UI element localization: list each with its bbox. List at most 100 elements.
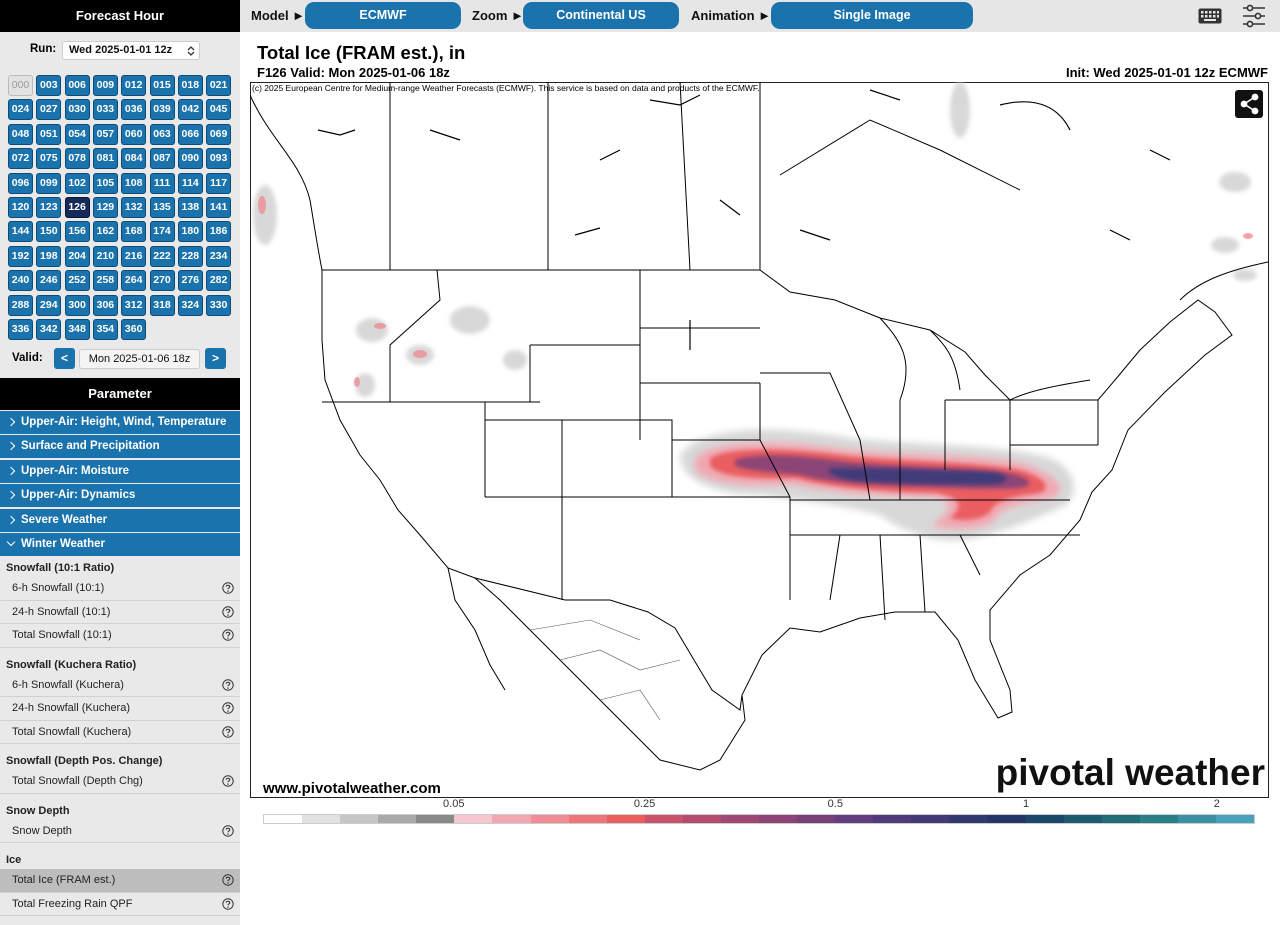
hour-button[interactable]: 042: [177, 99, 203, 121]
hour-button[interactable]: 105: [92, 172, 118, 194]
hour-button[interactable]: 174: [149, 221, 175, 243]
keyboard-icon[interactable]: [1198, 8, 1222, 24]
hour-button[interactable]: 075: [36, 148, 62, 170]
hour-button[interactable]: 099: [36, 172, 62, 194]
parameter-item[interactable]: Total Ice (FRAM est.): [0, 869, 240, 893]
hour-button[interactable]: 051: [36, 123, 62, 145]
hour-button[interactable]: 009: [92, 75, 118, 96]
hour-button[interactable]: 057: [92, 123, 118, 145]
hour-button[interactable]: 216: [121, 245, 147, 267]
hour-button[interactable]: 066: [177, 123, 203, 145]
valid-prev-button[interactable]: <: [54, 348, 75, 369]
hour-button[interactable]: 228: [177, 245, 203, 267]
valid-next-button[interactable]: >: [205, 348, 226, 369]
model-button[interactable]: ECMWF: [305, 2, 461, 29]
hour-button[interactable]: 129: [92, 197, 118, 218]
hour-button[interactable]: 132: [121, 197, 147, 218]
hour-button[interactable]: 258: [92, 270, 118, 292]
hour-button[interactable]: 348: [64, 319, 90, 340]
hour-button[interactable]: 180: [177, 221, 203, 243]
zoom-button[interactable]: Continental US: [523, 2, 679, 29]
hour-button[interactable]: 078: [64, 148, 90, 170]
hour-button[interactable]: 093: [206, 148, 232, 170]
category-header[interactable]: Upper-Air: Moisture: [0, 459, 240, 483]
hour-button[interactable]: 192: [8, 245, 33, 267]
settings-icon[interactable]: [1242, 4, 1266, 28]
category-header[interactable]: Upper-Air: Height, Wind, Temperature: [0, 411, 240, 434]
hour-button[interactable]: 222: [149, 245, 175, 267]
hour-button[interactable]: 087: [149, 148, 175, 170]
hour-button[interactable]: 048: [8, 123, 33, 145]
parameter-item[interactable]: Total Snowfall (Kuchera): [0, 721, 240, 744]
hour-button[interactable]: 117: [206, 172, 232, 194]
hour-button[interactable]: 270: [149, 270, 175, 292]
hour-button[interactable]: 012: [121, 75, 147, 96]
hour-button[interactable]: 330: [206, 294, 232, 316]
hour-button[interactable]: 324: [177, 294, 203, 316]
hour-button[interactable]: 264: [121, 270, 147, 292]
hour-button[interactable]: 282: [206, 270, 232, 292]
category-header[interactable]: Surface and Precipitation: [0, 435, 240, 459]
hour-button[interactable]: 186: [206, 221, 232, 243]
hour-button[interactable]: 030: [64, 99, 90, 121]
hour-button[interactable]: 027: [36, 99, 62, 121]
hour-button[interactable]: 063: [149, 123, 175, 145]
hour-button[interactable]: 081: [92, 148, 118, 170]
help-icon[interactable]: [222, 897, 234, 910]
hour-button[interactable]: 123: [36, 197, 62, 218]
category-header[interactable]: Severe Weather: [0, 508, 240, 532]
parameter-item[interactable]: 6-h Snowfall (Kuchera): [0, 674, 240, 697]
parameter-item[interactable]: 24-h Snowfall (Kuchera): [0, 697, 240, 721]
hour-button[interactable]: 198: [36, 245, 62, 267]
share-button[interactable]: [1235, 90, 1263, 118]
parameter-item[interactable]: Total Snowfall (Depth Chg): [0, 770, 240, 794]
hour-button[interactable]: 204: [64, 245, 90, 267]
hour-button[interactable]: 240: [8, 270, 33, 292]
hour-button[interactable]: 015: [149, 75, 175, 96]
hour-button[interactable]: 003: [36, 75, 62, 96]
hour-button[interactable]: 054: [64, 123, 90, 145]
hour-button[interactable]: 102: [64, 172, 90, 194]
hour-button[interactable]: 294: [36, 294, 62, 316]
hour-button[interactable]: 318: [149, 294, 175, 316]
hour-button[interactable]: 342: [36, 319, 62, 340]
hour-button[interactable]: 060: [121, 123, 147, 145]
hour-button[interactable]: 111: [149, 172, 175, 194]
help-icon[interactable]: [222, 678, 234, 691]
help-icon[interactable]: [222, 582, 234, 594]
hour-button[interactable]: 069: [206, 123, 232, 145]
hour-button[interactable]: 252: [64, 270, 90, 292]
hour-button[interactable]: 156: [64, 221, 90, 243]
hour-button[interactable]: 120: [8, 197, 33, 218]
hour-button[interactable]: 114: [177, 172, 203, 194]
hour-button[interactable]: 108: [121, 172, 147, 194]
help-icon[interactable]: [222, 725, 234, 738]
hour-button[interactable]: 306: [92, 294, 118, 316]
hour-button[interactable]: 276: [177, 270, 203, 292]
hour-button[interactable]: 210: [92, 245, 118, 267]
hour-button[interactable]: 045: [206, 99, 232, 121]
parameter-item[interactable]: Snow Depth: [0, 820, 240, 843]
hour-button[interactable]: 288: [8, 294, 33, 316]
category-header[interactable]: Upper-Air: Dynamics: [0, 484, 240, 508]
hour-button[interactable]: 135: [149, 197, 175, 218]
hour-button[interactable]: 090: [177, 148, 203, 170]
hour-button[interactable]: 006: [64, 75, 90, 96]
help-icon[interactable]: [222, 605, 234, 618]
hour-button[interactable]: 096: [8, 172, 33, 194]
hour-button[interactable]: 234: [206, 245, 232, 267]
hour-button[interactable]: 039: [149, 99, 175, 121]
hour-button[interactable]: 162: [92, 221, 118, 243]
help-icon[interactable]: [222, 874, 234, 886]
hour-button[interactable]: 033: [92, 99, 118, 121]
hour-button[interactable]: 354: [92, 319, 118, 340]
help-icon[interactable]: [222, 824, 234, 837]
help-icon[interactable]: [222, 775, 234, 787]
hour-button[interactable]: 126: [64, 197, 90, 218]
category-header[interactable]: Winter Weather: [0, 533, 240, 556]
hour-button[interactable]: 168: [121, 221, 147, 243]
parameter-item[interactable]: 24-h Snowfall (10:1): [0, 601, 240, 624]
hour-button[interactable]: 000: [8, 75, 33, 96]
hour-button[interactable]: 084: [121, 148, 147, 170]
hour-button[interactable]: 024: [8, 99, 33, 121]
